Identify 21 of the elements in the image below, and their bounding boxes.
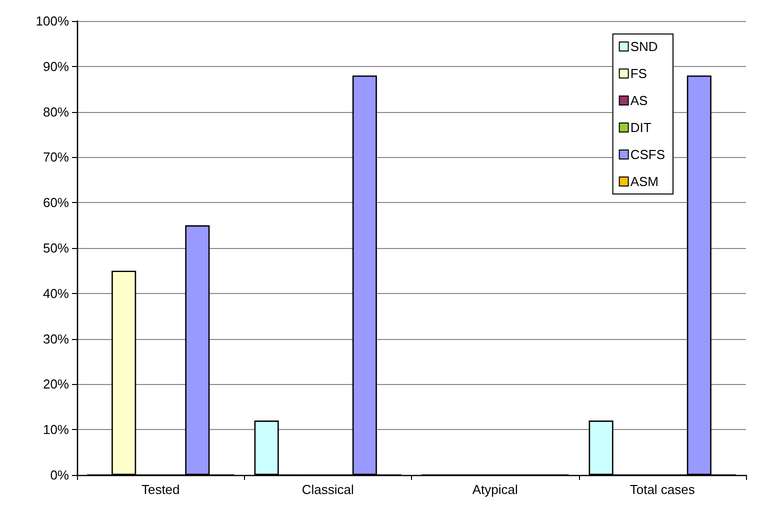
legend-label: CSFS bbox=[630, 147, 666, 162]
y-tick-label: 80% bbox=[42, 104, 70, 120]
y-tick-label: 50% bbox=[42, 240, 70, 256]
legend-label: ASM bbox=[630, 174, 658, 189]
y-tick-label: 10% bbox=[42, 422, 70, 438]
y-tick-label: 30% bbox=[42, 331, 70, 346]
y-tick-label: 20% bbox=[42, 376, 70, 392]
y-tick-label: 0% bbox=[50, 468, 70, 482]
y-tick-label: 40% bbox=[42, 286, 70, 301]
x-tick-label: Tested bbox=[141, 482, 180, 497]
y-tick-label: 70% bbox=[42, 150, 70, 165]
legend-label: AS bbox=[630, 93, 648, 108]
legend-label: SND bbox=[630, 39, 658, 54]
legend-label: DIT bbox=[630, 120, 652, 135]
x-tick-label: Atypical bbox=[472, 482, 518, 497]
y-tick-label: 100% bbox=[36, 14, 70, 28]
y-tick-label: 90% bbox=[42, 58, 70, 74]
y-tick-label: 60% bbox=[42, 195, 70, 210]
x-tick-label: Total cases bbox=[630, 482, 696, 497]
x-tick-label: Classical bbox=[302, 482, 354, 497]
legend-label: FS bbox=[630, 66, 648, 81]
